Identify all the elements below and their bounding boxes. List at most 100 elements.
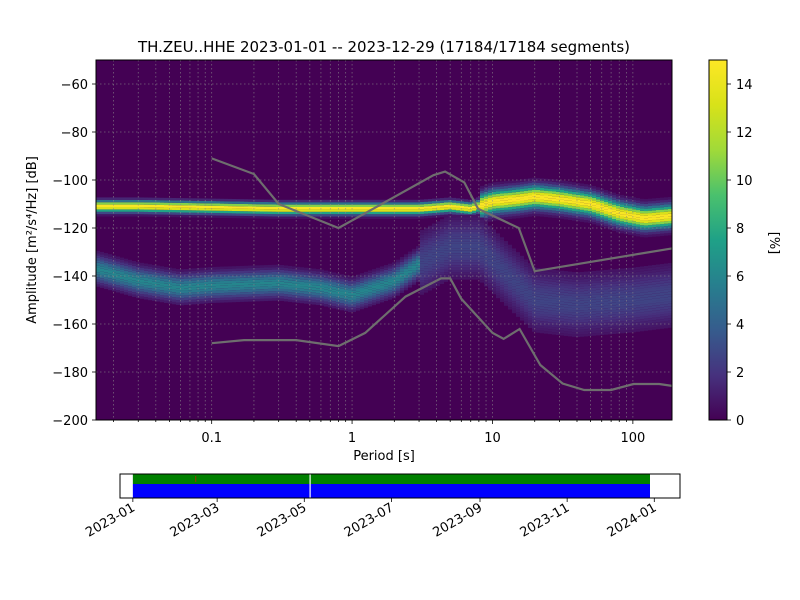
heatmap-cell	[480, 268, 484, 271]
heatmap-cell	[172, 301, 176, 305]
heatmap-cell	[668, 284, 672, 288]
heatmap-cell	[188, 198, 192, 201]
heatmap-cell	[616, 324, 620, 327]
heatmap-cell	[352, 297, 356, 300]
heatmap-cell	[120, 214, 124, 217]
heatmap-cell	[424, 208, 428, 212]
heatmap-cell	[160, 283, 164, 286]
heatmap-cell	[540, 187, 544, 191]
heatmap-cell	[124, 211, 128, 215]
heatmap-cell	[560, 306, 564, 310]
heatmap-cell	[616, 288, 620, 291]
x-tick-label: 10	[484, 431, 501, 446]
heatmap-cell	[340, 214, 344, 217]
heatmap-cell	[228, 287, 232, 291]
heatmap-cell	[276, 279, 280, 282]
heatmap-cell	[296, 295, 300, 298]
heatmap-cell	[464, 265, 468, 268]
heatmap-cell	[580, 276, 584, 280]
heatmap-cell	[136, 204, 140, 207]
heatmap-cell	[148, 268, 152, 272]
heatmap-cell	[532, 281, 536, 284]
heatmap-cell	[192, 273, 196, 276]
heatmap-cell	[424, 263, 428, 267]
heatmap-cell	[560, 304, 564, 307]
heatmap-cell	[604, 189, 608, 193]
heatmap-cell	[144, 270, 148, 274]
heatmap-cell	[204, 291, 208, 294]
heatmap-cell	[260, 204, 264, 207]
heatmap-cell	[484, 221, 488, 225]
heatmap-cell	[500, 181, 504, 184]
heatmap-cell	[348, 290, 352, 293]
heatmap-cell	[392, 281, 396, 284]
heatmap-cell	[184, 285, 188, 289]
heatmap-cell	[160, 204, 164, 208]
heatmap-cell	[484, 252, 488, 256]
heatmap-cell	[612, 211, 616, 215]
heatmap-cell	[396, 283, 400, 287]
heatmap-cell	[308, 202, 312, 205]
heatmap-cell	[408, 214, 412, 217]
heatmap-cell	[100, 204, 104, 207]
heatmap-cell	[652, 310, 656, 314]
heatmap-cell	[152, 200, 156, 203]
heatmap-cell	[264, 209, 268, 212]
heatmap-cell	[332, 211, 336, 215]
heatmap-cell	[288, 289, 292, 293]
heatmap-cell	[296, 269, 300, 272]
heatmap-cell	[480, 265, 484, 269]
heatmap-cell	[520, 284, 524, 288]
heatmap-cell	[184, 271, 188, 274]
heatmap-cell	[152, 296, 156, 299]
heatmap-cell	[228, 278, 232, 281]
heatmap-cell	[524, 264, 528, 267]
heatmap-cell	[240, 201, 244, 204]
heatmap-cell	[396, 293, 400, 296]
heatmap-cell	[392, 264, 396, 268]
heatmap-cell	[448, 229, 452, 232]
heatmap-cell	[564, 188, 568, 191]
heatmap-cell	[656, 214, 660, 218]
heatmap-cell	[572, 312, 576, 316]
heatmap-cell	[376, 207, 380, 210]
heatmap-cell	[564, 280, 568, 284]
heatmap-cell	[404, 214, 408, 217]
heatmap-cell	[516, 256, 520, 260]
heatmap-cell	[420, 261, 424, 264]
heatmap-cell	[432, 278, 436, 282]
heatmap-cell	[164, 286, 168, 289]
heatmap-cell	[612, 317, 616, 320]
heatmap-cell	[248, 204, 252, 207]
heatmap-cell	[620, 328, 624, 331]
heatmap-cell	[592, 278, 596, 281]
heatmap-cell	[456, 226, 460, 230]
heatmap-cell	[480, 222, 484, 226]
heatmap-cell	[612, 286, 616, 289]
heatmap-cell	[220, 201, 224, 204]
heatmap-cell	[664, 282, 668, 286]
heatmap-cell	[576, 214, 580, 217]
heatmap-cell	[312, 280, 316, 284]
heatmap-cell	[656, 276, 660, 279]
heatmap-cell	[136, 264, 140, 267]
heatmap-cell	[340, 300, 344, 304]
heatmap-cell	[500, 203, 504, 206]
heatmap-cell	[444, 236, 448, 239]
heatmap-cell	[608, 319, 612, 323]
heatmap-cell	[316, 216, 320, 219]
heatmap-cell	[132, 197, 136, 200]
heatmap-cell	[508, 292, 512, 296]
heatmap-cell	[376, 286, 380, 290]
heatmap-cell	[284, 265, 288, 268]
heatmap-cell	[228, 295, 232, 298]
heatmap-cell	[444, 197, 448, 201]
heatmap-cell	[640, 213, 644, 216]
heatmap-cell	[628, 289, 632, 292]
heatmap-cell	[656, 324, 660, 327]
heatmap-cell	[656, 300, 660, 303]
heatmap-cell	[624, 212, 628, 215]
heatmap-cell	[668, 279, 672, 283]
heatmap-cell	[568, 329, 572, 332]
heatmap-cell	[472, 231, 476, 234]
